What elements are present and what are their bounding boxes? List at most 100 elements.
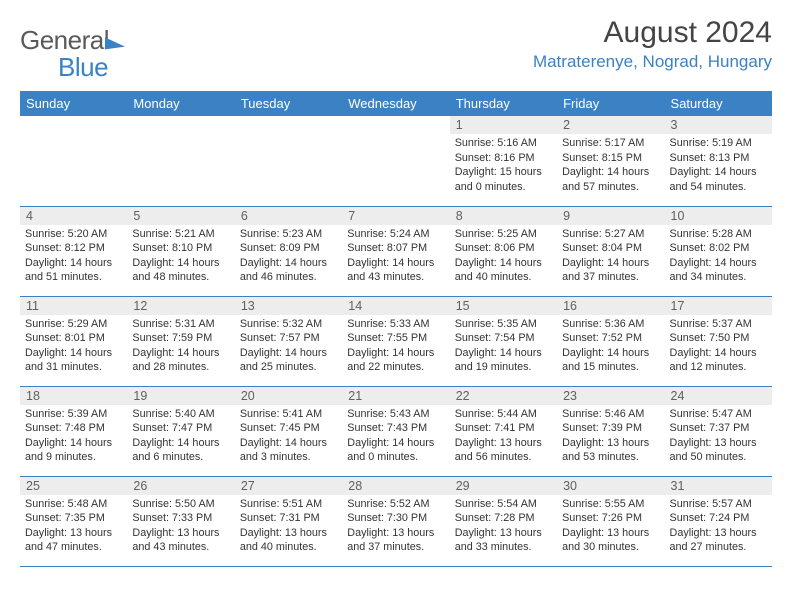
day-number: 5 [127, 207, 234, 225]
sunset: Sunset: 8:09 PM [240, 241, 337, 256]
calendar-cell: 30Sunrise: 5:55 AMSunset: 7:26 PMDayligh… [557, 476, 664, 566]
sunset: Sunset: 8:13 PM [670, 151, 767, 166]
calendar-cell: 23Sunrise: 5:46 AMSunset: 7:39 PMDayligh… [557, 386, 664, 476]
day-data: Sunrise: 5:17 AMSunset: 8:15 PMDaylight:… [557, 134, 664, 197]
calendar: SundayMondayTuesdayWednesdayThursdayFrid… [20, 91, 772, 567]
sunrise: Sunrise: 5:47 AM [670, 407, 767, 422]
daylight: Daylight: 14 hours and 48 minutes. [132, 256, 229, 285]
sunset: Sunset: 8:02 PM [670, 241, 767, 256]
sunrise: Sunrise: 5:39 AM [25, 407, 122, 422]
sunset: Sunset: 8:04 PM [562, 241, 659, 256]
weekday-header: Saturday [665, 91, 772, 116]
calendar-cell: 19Sunrise: 5:40 AMSunset: 7:47 PMDayligh… [127, 386, 234, 476]
sunrise: Sunrise: 5:25 AM [455, 227, 552, 242]
calendar-cell [342, 116, 449, 206]
sunrise: Sunrise: 5:33 AM [347, 317, 444, 332]
calendar-cell: 25Sunrise: 5:48 AMSunset: 7:35 PMDayligh… [20, 476, 127, 566]
day-data: Sunrise: 5:16 AMSunset: 8:16 PMDaylight:… [450, 134, 557, 197]
weekday-header: Tuesday [235, 91, 342, 116]
daylight: Daylight: 14 hours and 9 minutes. [25, 436, 122, 465]
sunset: Sunset: 7:45 PM [240, 421, 337, 436]
sunset: Sunset: 7:48 PM [25, 421, 122, 436]
sunset: Sunset: 7:39 PM [562, 421, 659, 436]
day-number: 3 [665, 116, 772, 134]
calendar-cell: 27Sunrise: 5:51 AMSunset: 7:31 PMDayligh… [235, 476, 342, 566]
sunrise: Sunrise: 5:16 AM [455, 136, 552, 151]
daylight: Daylight: 14 hours and 57 minutes. [562, 165, 659, 194]
sunrise: Sunrise: 5:19 AM [670, 136, 767, 151]
sunset: Sunset: 7:57 PM [240, 331, 337, 346]
day-data: Sunrise: 5:39 AMSunset: 7:48 PMDaylight:… [20, 405, 127, 468]
day-number: 21 [342, 387, 449, 405]
weekday-header: Friday [557, 91, 664, 116]
sunrise: Sunrise: 5:36 AM [562, 317, 659, 332]
day-data: Sunrise: 5:29 AMSunset: 8:01 PMDaylight:… [20, 315, 127, 378]
day-data: Sunrise: 5:51 AMSunset: 7:31 PMDaylight:… [235, 495, 342, 558]
sunrise: Sunrise: 5:37 AM [670, 317, 767, 332]
daylight: Daylight: 14 hours and 51 minutes. [25, 256, 122, 285]
sunset: Sunset: 7:50 PM [670, 331, 767, 346]
day-number: 22 [450, 387, 557, 405]
sunrise: Sunrise: 5:20 AM [25, 227, 122, 242]
calendar-row: 1Sunrise: 5:16 AMSunset: 8:16 PMDaylight… [20, 116, 772, 206]
day-number: 10 [665, 207, 772, 225]
day-data: Sunrise: 5:44 AMSunset: 7:41 PMDaylight:… [450, 405, 557, 468]
day-number: 8 [450, 207, 557, 225]
calendar-row: 25Sunrise: 5:48 AMSunset: 7:35 PMDayligh… [20, 476, 772, 566]
day-number: 14 [342, 297, 449, 315]
day-data: Sunrise: 5:43 AMSunset: 7:43 PMDaylight:… [342, 405, 449, 468]
daylight: Daylight: 13 hours and 47 minutes. [25, 526, 122, 555]
day-number: 31 [665, 477, 772, 495]
sunset: Sunset: 8:10 PM [132, 241, 229, 256]
calendar-cell [20, 116, 127, 206]
day-data: Sunrise: 5:40 AMSunset: 7:47 PMDaylight:… [127, 405, 234, 468]
daylight: Daylight: 13 hours and 43 minutes. [132, 526, 229, 555]
day-number: 25 [20, 477, 127, 495]
calendar-cell: 20Sunrise: 5:41 AMSunset: 7:45 PMDayligh… [235, 386, 342, 476]
calendar-cell: 29Sunrise: 5:54 AMSunset: 7:28 PMDayligh… [450, 476, 557, 566]
sunset: Sunset: 7:52 PM [562, 331, 659, 346]
calendar-cell: 8Sunrise: 5:25 AMSunset: 8:06 PMDaylight… [450, 206, 557, 296]
day-data: Sunrise: 5:55 AMSunset: 7:26 PMDaylight:… [557, 495, 664, 558]
sunset: Sunset: 7:37 PM [670, 421, 767, 436]
calendar-cell: 17Sunrise: 5:37 AMSunset: 7:50 PMDayligh… [665, 296, 772, 386]
calendar-row: 11Sunrise: 5:29 AMSunset: 8:01 PMDayligh… [20, 296, 772, 386]
sunset: Sunset: 7:24 PM [670, 511, 767, 526]
calendar-cell: 1Sunrise: 5:16 AMSunset: 8:16 PMDaylight… [450, 116, 557, 206]
sunrise: Sunrise: 5:51 AM [240, 497, 337, 512]
daylight: Daylight: 14 hours and 6 minutes. [132, 436, 229, 465]
day-number: 27 [235, 477, 342, 495]
day-number: 9 [557, 207, 664, 225]
sunrise: Sunrise: 5:48 AM [25, 497, 122, 512]
day-data: Sunrise: 5:57 AMSunset: 7:24 PMDaylight:… [665, 495, 772, 558]
sunset: Sunset: 7:47 PM [132, 421, 229, 436]
day-number: 20 [235, 387, 342, 405]
sunset: Sunset: 7:31 PM [240, 511, 337, 526]
sunset: Sunset: 7:30 PM [347, 511, 444, 526]
day-number: 11 [20, 297, 127, 315]
day-number: 13 [235, 297, 342, 315]
logo-text-1: General [20, 25, 109, 56]
sunrise: Sunrise: 5:17 AM [562, 136, 659, 151]
daylight: Daylight: 14 hours and 43 minutes. [347, 256, 444, 285]
daylight: Daylight: 13 hours and 37 minutes. [347, 526, 444, 555]
calendar-cell: 12Sunrise: 5:31 AMSunset: 7:59 PMDayligh… [127, 296, 234, 386]
day-number: 26 [127, 477, 234, 495]
day-data: Sunrise: 5:52 AMSunset: 7:30 PMDaylight:… [342, 495, 449, 558]
daylight: Daylight: 14 hours and 19 minutes. [455, 346, 552, 375]
sunrise: Sunrise: 5:24 AM [347, 227, 444, 242]
sunrise: Sunrise: 5:43 AM [347, 407, 444, 422]
day-number: 28 [342, 477, 449, 495]
daylight: Daylight: 14 hours and 15 minutes. [562, 346, 659, 375]
sunset: Sunset: 8:15 PM [562, 151, 659, 166]
daylight: Daylight: 13 hours and 30 minutes. [562, 526, 659, 555]
day-data: Sunrise: 5:33 AMSunset: 7:55 PMDaylight:… [342, 315, 449, 378]
day-data: Sunrise: 5:47 AMSunset: 7:37 PMDaylight:… [665, 405, 772, 468]
sunrise: Sunrise: 5:27 AM [562, 227, 659, 242]
calendar-cell: 18Sunrise: 5:39 AMSunset: 7:48 PMDayligh… [20, 386, 127, 476]
sunset: Sunset: 7:28 PM [455, 511, 552, 526]
sunset: Sunset: 8:16 PM [455, 151, 552, 166]
daylight: Daylight: 14 hours and 28 minutes. [132, 346, 229, 375]
calendar-body: 1Sunrise: 5:16 AMSunset: 8:16 PMDaylight… [20, 116, 772, 566]
sunrise: Sunrise: 5:44 AM [455, 407, 552, 422]
